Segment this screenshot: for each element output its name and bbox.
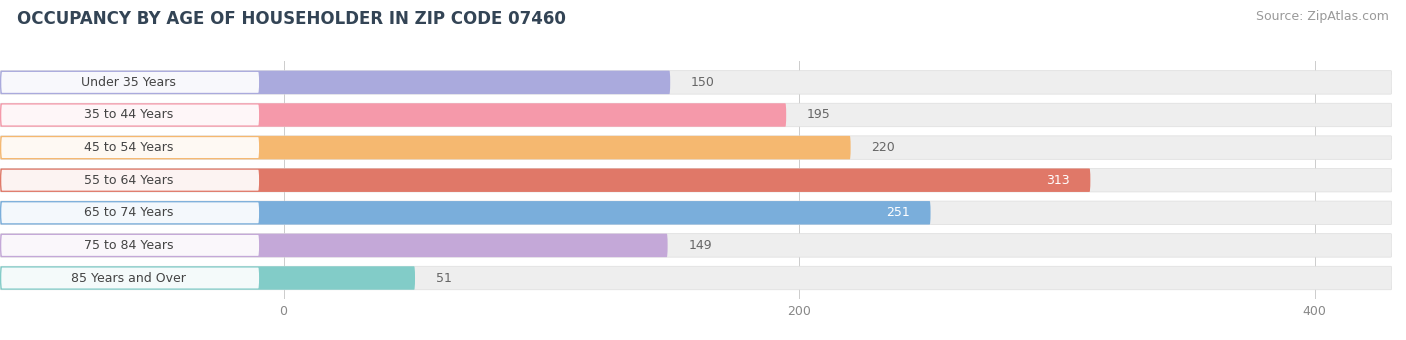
FancyBboxPatch shape	[0, 266, 415, 290]
FancyBboxPatch shape	[0, 103, 1392, 127]
FancyBboxPatch shape	[0, 201, 931, 224]
Text: Under 35 Years: Under 35 Years	[82, 76, 176, 89]
Text: 51: 51	[436, 272, 451, 285]
FancyBboxPatch shape	[0, 234, 668, 257]
FancyBboxPatch shape	[0, 103, 786, 127]
FancyBboxPatch shape	[1, 202, 259, 223]
Text: 45 to 54 Years: 45 to 54 Years	[84, 141, 173, 154]
FancyBboxPatch shape	[0, 234, 1392, 257]
FancyBboxPatch shape	[0, 201, 1392, 224]
Text: 195: 195	[807, 108, 831, 121]
Text: 75 to 84 Years: 75 to 84 Years	[84, 239, 173, 252]
Text: 35 to 44 Years: 35 to 44 Years	[84, 108, 173, 121]
Text: 251: 251	[886, 206, 910, 219]
Text: 55 to 64 Years: 55 to 64 Years	[84, 174, 173, 187]
FancyBboxPatch shape	[1, 137, 259, 158]
FancyBboxPatch shape	[0, 136, 1392, 159]
Text: OCCUPANCY BY AGE OF HOUSEHOLDER IN ZIP CODE 07460: OCCUPANCY BY AGE OF HOUSEHOLDER IN ZIP C…	[17, 10, 565, 28]
FancyBboxPatch shape	[1, 72, 259, 93]
Text: 65 to 74 Years: 65 to 74 Years	[84, 206, 173, 219]
FancyBboxPatch shape	[0, 266, 1392, 290]
FancyBboxPatch shape	[0, 71, 671, 94]
FancyBboxPatch shape	[1, 105, 259, 125]
FancyBboxPatch shape	[0, 71, 1392, 94]
Text: 149: 149	[689, 239, 711, 252]
Text: 220: 220	[872, 141, 896, 154]
Text: 85 Years and Over: 85 Years and Over	[72, 272, 187, 285]
Text: 313: 313	[1046, 174, 1070, 187]
FancyBboxPatch shape	[1, 235, 259, 256]
FancyBboxPatch shape	[1, 170, 259, 191]
Text: 150: 150	[690, 76, 714, 89]
FancyBboxPatch shape	[0, 136, 851, 159]
Text: Source: ZipAtlas.com: Source: ZipAtlas.com	[1256, 10, 1389, 23]
FancyBboxPatch shape	[1, 268, 259, 288]
FancyBboxPatch shape	[0, 168, 1392, 192]
FancyBboxPatch shape	[0, 168, 1091, 192]
